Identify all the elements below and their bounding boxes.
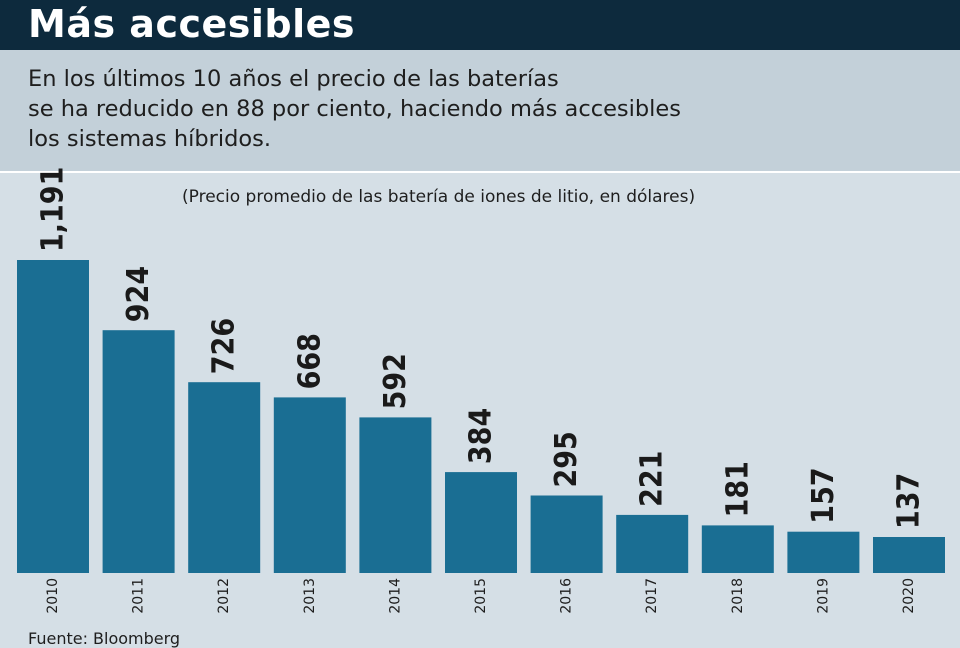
value-label: 726 <box>207 318 242 374</box>
intro-line-2: se ha reducido en 88 por ciento, haciend… <box>28 96 681 122</box>
year-label: 2017 <box>644 578 660 614</box>
year-label: 2020 <box>901 578 917 614</box>
bar-2013 <box>273 397 346 573</box>
bar-2016 <box>530 495 603 573</box>
value-label: 668 <box>292 333 327 389</box>
year-label: 2013 <box>302 578 318 614</box>
intro-line-3: los sistemas híbridos. <box>28 126 272 152</box>
bar-2019 <box>787 531 860 573</box>
source-note: Fuente: Bloomberg <box>28 629 181 648</box>
year-label: 2014 <box>387 578 403 614</box>
year-label: 2018 <box>730 578 746 614</box>
bar-2011 <box>102 330 175 573</box>
bar-2018 <box>701 525 774 573</box>
title-bar: Más accesibles <box>0 0 960 50</box>
intro-panel <box>0 50 960 171</box>
value-label: 592 <box>378 353 413 409</box>
year-label: 2019 <box>815 578 831 614</box>
value-label: 221 <box>635 451 670 507</box>
year-label: 2011 <box>131 578 147 614</box>
bar-2017 <box>616 514 689 573</box>
year-label: 2012 <box>216 578 232 614</box>
value-label: 157 <box>806 467 841 523</box>
bar-2015 <box>445 472 517 573</box>
value-label: 137 <box>892 473 927 529</box>
value-label: 924 <box>121 266 156 322</box>
intro-line-1: En los últimos 10 años el precio de las … <box>28 66 559 92</box>
chart-title: Más accesibles <box>28 2 356 46</box>
value-label: 295 <box>549 431 584 487</box>
intro-text: En los últimos 10 años el precio de las … <box>28 64 928 154</box>
chart-subtitle: (Precio promedio de las batería de iones… <box>182 187 696 207</box>
year-label: 2010 <box>45 578 61 614</box>
value-label: 384 <box>464 408 499 464</box>
bar-2012 <box>188 382 261 573</box>
bar-2014 <box>359 417 432 573</box>
section-divider <box>0 171 960 173</box>
bar-2010 <box>17 260 89 573</box>
year-label: 2015 <box>473 578 489 614</box>
bar-2020 <box>873 537 945 573</box>
value-label: 181 <box>720 461 755 517</box>
value-label: 1,191 <box>36 167 71 252</box>
year-label: 2016 <box>559 578 575 614</box>
